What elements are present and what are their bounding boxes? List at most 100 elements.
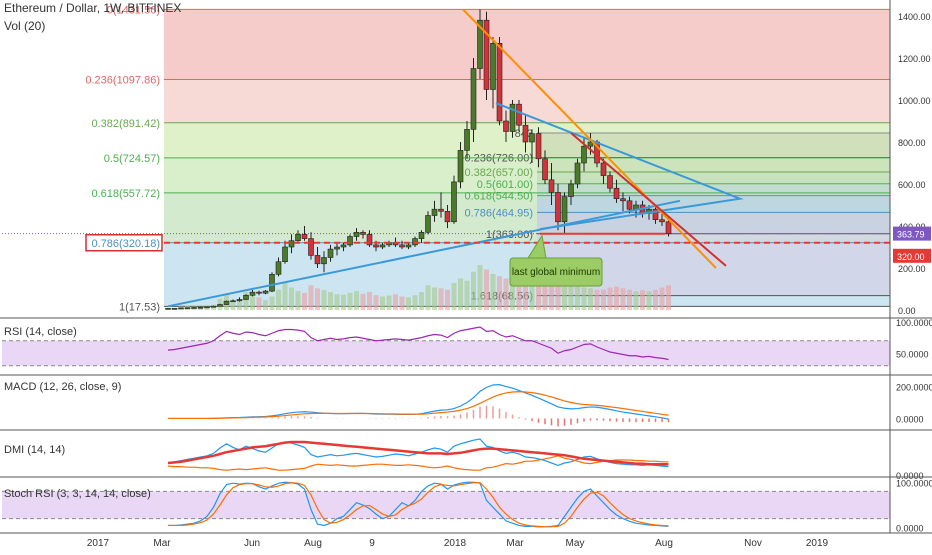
dmi-pane: 0.0000 bbox=[167, 438, 924, 481]
time-tick-label: 2017 bbox=[87, 538, 110, 549]
volume-bar bbox=[646, 291, 652, 310]
volume-bar bbox=[243, 292, 249, 310]
candle-body bbox=[503, 120, 509, 132]
time-tick-label: 2019 bbox=[806, 538, 829, 549]
support-price-text: 320.00 bbox=[897, 252, 925, 262]
adx-line bbox=[167, 440, 669, 466]
candle-body bbox=[191, 307, 197, 309]
volume-bar bbox=[568, 283, 574, 310]
volume-bar bbox=[542, 285, 548, 310]
candle-body bbox=[665, 221, 672, 235]
time-tick-label: Aug bbox=[655, 538, 673, 549]
time-tick-label: Mar bbox=[153, 538, 171, 549]
callout-box bbox=[509, 257, 603, 287]
right-price-axis: 1400.001200.001000.00800.00600.00400.002… bbox=[893, 12, 931, 316]
volume-bar bbox=[315, 288, 320, 310]
volume-bar bbox=[321, 290, 327, 310]
axis-tick-label: 0.0000 bbox=[896, 414, 924, 424]
volume-bar bbox=[276, 289, 281, 310]
volume-bar bbox=[380, 296, 385, 310]
time-tick-label: Nov bbox=[744, 538, 762, 549]
candle-body bbox=[659, 219, 665, 223]
volume-bar bbox=[516, 282, 522, 310]
candle-body bbox=[249, 291, 256, 296]
candle-body bbox=[425, 215, 431, 233]
dmi-minus-line bbox=[167, 455, 669, 471]
indicator-band bbox=[2, 340, 890, 366]
fib2-label: 0.618(544.50) bbox=[465, 191, 534, 203]
volume-bar bbox=[464, 280, 470, 310]
volume-bar bbox=[503, 278, 509, 310]
volume-bar bbox=[477, 265, 483, 310]
volume-bar bbox=[445, 289, 450, 310]
volume-bar bbox=[497, 276, 502, 310]
volume-bar bbox=[360, 293, 366, 310]
fib-band bbox=[164, 9, 890, 80]
candle-body bbox=[353, 232, 360, 237]
candle-body bbox=[301, 234, 308, 239]
volume-bar bbox=[269, 296, 275, 310]
price-tick-label: 1000.00 bbox=[898, 96, 931, 106]
fib-label: 0.382(891.42) bbox=[92, 118, 161, 130]
candle-body bbox=[366, 234, 373, 246]
volume-bar bbox=[581, 287, 587, 310]
volume-bar bbox=[250, 296, 255, 310]
time-axis: 2017 Mar Jun Aug 9 2018 Mar May Aug Nov 2019 bbox=[0, 532, 932, 549]
candle-body bbox=[197, 306, 204, 309]
volume-bar bbox=[510, 279, 515, 310]
candle-body bbox=[600, 162, 607, 176]
axis-tick-label: 0.0000 bbox=[896, 524, 924, 534]
candle-body bbox=[535, 133, 542, 160]
candle-body bbox=[236, 299, 243, 302]
candle-body bbox=[347, 236, 353, 246]
volume-bar bbox=[640, 290, 645, 310]
time-tick-label: Jun bbox=[244, 538, 260, 549]
candle-body bbox=[373, 244, 379, 248]
volume-bar bbox=[256, 297, 262, 310]
stoch-title: Stoch RSI (3, 3, 14, 14, close) bbox=[4, 488, 151, 500]
volume-bar bbox=[367, 292, 372, 310]
macd-pane: 200.0000 0.0000 bbox=[168, 383, 932, 427]
highlight-box bbox=[85, 234, 163, 252]
fib2-label: 0.236(726.00) bbox=[465, 153, 534, 165]
candle-body bbox=[496, 42, 503, 122]
dmi-title: DMI (14, 14) bbox=[4, 444, 65, 456]
fib-label: 0.236(1097.86) bbox=[85, 74, 160, 86]
last-price-marker bbox=[893, 226, 931, 241]
candle-body bbox=[652, 208, 659, 220]
candle-body bbox=[444, 211, 451, 223]
candle-body bbox=[581, 145, 587, 164]
volume-bar bbox=[627, 289, 632, 310]
fib-label: 0.5(724.57) bbox=[104, 153, 160, 165]
volume-bar bbox=[341, 294, 346, 310]
candle-body bbox=[321, 257, 327, 265]
downtrend-line bbox=[462, 8, 717, 269]
candle-body bbox=[288, 240, 295, 248]
fib-second-retracement: 0.236(726.00) 0.382(657.00)0.5(601.00)0.6… bbox=[465, 128, 890, 303]
volume-bar bbox=[302, 292, 307, 310]
volume-bar bbox=[393, 294, 398, 310]
candle-body bbox=[470, 68, 477, 130]
annotation-callout[interactable]: last global minimum bbox=[509, 234, 603, 287]
candle-body bbox=[327, 248, 334, 258]
candle-body bbox=[314, 255, 321, 265]
time-tick-label: 9 bbox=[369, 538, 375, 549]
fib2-label: 0.382(657.00) bbox=[465, 167, 534, 179]
candle-body bbox=[308, 238, 314, 256]
callout-text: last global minimum bbox=[512, 267, 600, 278]
axis-tick-label: 100.0000 bbox=[896, 318, 932, 328]
volume-bar bbox=[308, 285, 314, 310]
candle-body bbox=[340, 244, 347, 248]
stoch-rsi-pane: 100.0000 0.0000 bbox=[2, 478, 932, 534]
candle-body bbox=[555, 192, 561, 223]
fib2-label: 0.786(464.95) bbox=[465, 207, 534, 219]
volume-bar bbox=[354, 291, 359, 310]
price-tick-label: 200.00 bbox=[898, 264, 926, 274]
volume-bar bbox=[412, 295, 418, 310]
candle-body bbox=[275, 261, 282, 275]
candle-body bbox=[438, 208, 444, 212]
price-tick-label: 800.00 bbox=[898, 138, 926, 148]
candle-body bbox=[548, 179, 555, 193]
candle-body bbox=[399, 244, 405, 248]
